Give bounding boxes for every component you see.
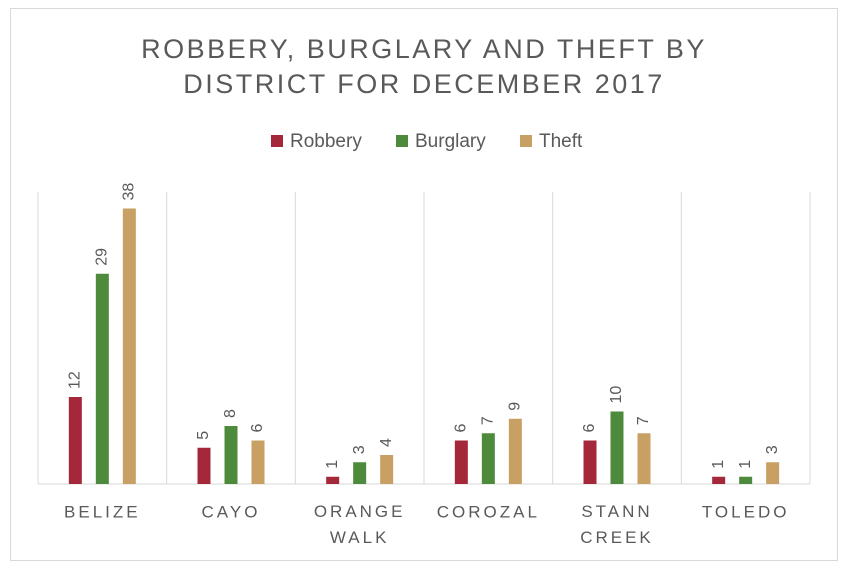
bar xyxy=(610,411,624,484)
bar xyxy=(739,476,753,484)
x-tick-label-line: WALK xyxy=(330,528,390,547)
data-label: 6 xyxy=(453,424,470,433)
bar xyxy=(380,455,394,484)
data-label: 12 xyxy=(67,371,84,389)
bar xyxy=(481,433,495,484)
data-label: 3 xyxy=(351,445,368,454)
x-tick-label-line: CREEK xyxy=(580,528,654,547)
data-label: 5 xyxy=(195,431,212,440)
bar xyxy=(454,440,468,484)
data-label: 4 xyxy=(378,438,395,447)
x-tick-label-line: ORANGE xyxy=(314,502,406,521)
bar xyxy=(583,440,597,484)
chart-title: ROBBERY, BURGLARY AND THEFT BY xyxy=(141,34,707,64)
bar xyxy=(197,447,211,484)
bar xyxy=(353,462,367,484)
data-label: 8 xyxy=(222,409,239,418)
data-label: 9 xyxy=(507,402,524,411)
x-tick-label: COROZAL xyxy=(437,502,540,521)
bar xyxy=(224,426,238,484)
legend-label: Robbery xyxy=(290,131,362,152)
bar xyxy=(712,476,726,484)
data-label: 6 xyxy=(249,424,266,433)
bar xyxy=(68,397,82,484)
bar xyxy=(95,273,109,484)
data-label: 1 xyxy=(710,460,727,469)
legend-label: Theft xyxy=(539,131,583,152)
data-label: 38 xyxy=(121,183,138,201)
x-tick-label: ORANGE WALK xyxy=(314,502,406,547)
bar xyxy=(326,476,340,484)
x-tick-label: CAYO xyxy=(202,502,261,521)
data-label: 1 xyxy=(737,460,754,469)
chart-title: DISTRICT FOR DECEMBER 2017 xyxy=(183,69,665,99)
legend-swatch xyxy=(271,135,283,147)
data-label: 3 xyxy=(764,445,781,454)
bar xyxy=(637,433,651,484)
x-tick-label: TOLEDO xyxy=(702,502,790,521)
data-label: 7 xyxy=(480,416,497,425)
data-label: 7 xyxy=(635,416,652,425)
legend-swatch xyxy=(520,135,532,147)
bar xyxy=(508,418,522,484)
data-label: 10 xyxy=(608,386,625,404)
x-tick-label: STANN CREEK xyxy=(580,502,654,547)
bar xyxy=(122,208,136,484)
x-tick-label-line: STANN xyxy=(581,502,652,521)
data-label: 6 xyxy=(581,424,598,433)
legend-swatch xyxy=(396,135,408,147)
bar xyxy=(766,462,780,484)
bar xyxy=(251,440,265,484)
data-label: 29 xyxy=(94,248,111,266)
legend-label: Burglary xyxy=(415,131,486,152)
data-label: 1 xyxy=(324,460,341,469)
x-tick-label: BELIZE xyxy=(64,502,141,521)
